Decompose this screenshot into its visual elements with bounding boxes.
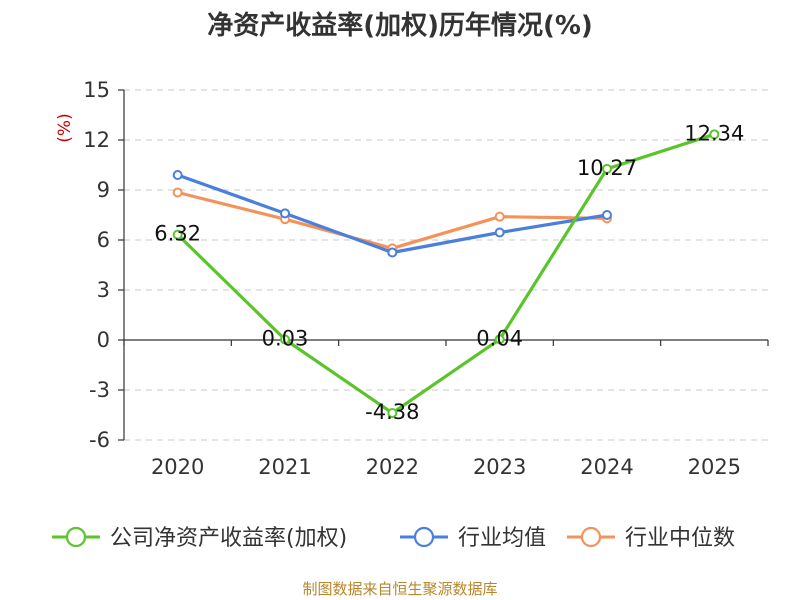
data-label: 10.27	[577, 156, 637, 180]
legend-label: 行业中位数	[625, 526, 735, 551]
series-line	[176, 132, 715, 415]
legend-label: 公司净资产收益率(加权)	[110, 526, 347, 551]
x-tick-label: 2025	[688, 455, 741, 479]
x-tick-label: 2023	[473, 455, 526, 479]
data-point	[172, 170, 183, 180]
legend-item-3: 行业中位数	[567, 526, 735, 551]
y-tick-label: 3	[97, 278, 110, 302]
data-point	[387, 247, 398, 258]
axes: 15 12 9 6 3 0 -3 -6 2020 2021 2022 2023 2024 2025	[83, 78, 769, 479]
y-tick-label: 0	[97, 328, 110, 352]
legend-item-1: 公司净资产收益率(加权)	[52, 526, 347, 551]
x-tick-label: 2024	[580, 455, 633, 479]
legend-label: 行业均值	[458, 526, 546, 551]
series-2	[172, 170, 612, 258]
x-tick-label: 2020	[151, 455, 204, 479]
series-layer	[172, 129, 720, 418]
data-labels: 6.32 0.03 -4.38 0.04 10.27 12.34	[154, 121, 744, 424]
data-label: 12.34	[684, 121, 744, 145]
data-label: 6.32	[154, 222, 201, 246]
data-point	[387, 408, 398, 418]
y-tick-label: 12	[83, 128, 110, 152]
data-point	[494, 227, 505, 238]
y-tick-label: -3	[89, 378, 110, 402]
data-point	[280, 334, 290, 345]
data-label: -4.38	[365, 400, 419, 424]
x-tick-label: 2021	[258, 455, 311, 479]
chart-title: 净资产收益率(加权)历年情况(%)	[207, 10, 593, 41]
series-line	[177, 173, 608, 255]
data-point	[602, 163, 612, 174]
legend-swatch-marker	[413, 526, 435, 548]
data-label: 0.03	[262, 327, 309, 351]
grid	[124, 89, 768, 441]
legend: 公司净资产收益率(加权) 行业均值 行业中位数	[52, 526, 735, 551]
data-point	[494, 211, 505, 222]
y-tick-label: 15	[83, 78, 110, 102]
data-point	[602, 210, 612, 220]
data-point	[172, 229, 183, 240]
y-tick-label: -6	[89, 428, 110, 452]
legend-swatch-marker	[65, 526, 87, 548]
data-label: 0.04	[476, 326, 523, 350]
data-point	[709, 129, 720, 140]
series-1	[172, 129, 720, 418]
legend-swatch-marker	[580, 526, 602, 548]
data-point	[494, 334, 505, 345]
source-note: 制图数据来自恒生聚源数据库	[302, 580, 497, 598]
x-tick-label: 2022	[366, 455, 419, 479]
y-axis-unit: (%)	[55, 113, 75, 142]
y-tick-label: 6	[97, 228, 110, 252]
data-point	[172, 187, 183, 198]
legend-item-2: 行业均值	[400, 526, 546, 551]
y-tick-label: 9	[97, 178, 110, 202]
data-point	[280, 208, 290, 219]
